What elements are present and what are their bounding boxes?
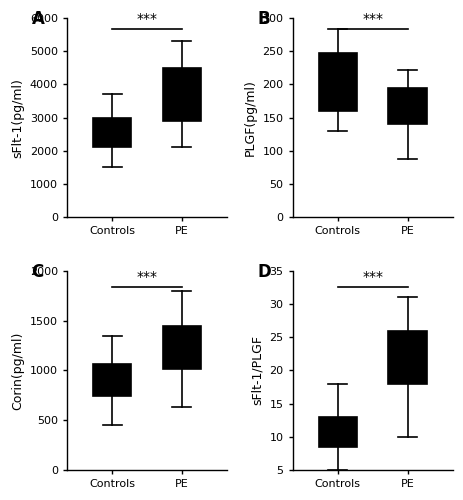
PathPatch shape [318, 52, 356, 111]
PathPatch shape [388, 330, 426, 384]
Text: ***: *** [136, 270, 157, 284]
Text: C: C [31, 263, 44, 281]
Text: ***: *** [362, 270, 382, 284]
Text: A: A [31, 10, 44, 28]
PathPatch shape [163, 68, 200, 121]
PathPatch shape [388, 88, 426, 124]
PathPatch shape [93, 364, 131, 396]
Y-axis label: PLGF(pg/ml): PLGF(pg/ml) [244, 79, 257, 156]
Text: D: D [257, 263, 270, 281]
Text: B: B [257, 10, 269, 28]
PathPatch shape [163, 326, 200, 370]
Y-axis label: Corin(pg/ml): Corin(pg/ml) [11, 331, 24, 409]
Y-axis label: sFlt-1/PLGF: sFlt-1/PLGF [250, 336, 263, 406]
Y-axis label: sFlt-1(pg/ml): sFlt-1(pg/ml) [11, 78, 24, 158]
PathPatch shape [318, 417, 356, 446]
Text: ***: *** [362, 12, 382, 26]
Text: ***: *** [136, 12, 157, 26]
PathPatch shape [93, 118, 131, 148]
